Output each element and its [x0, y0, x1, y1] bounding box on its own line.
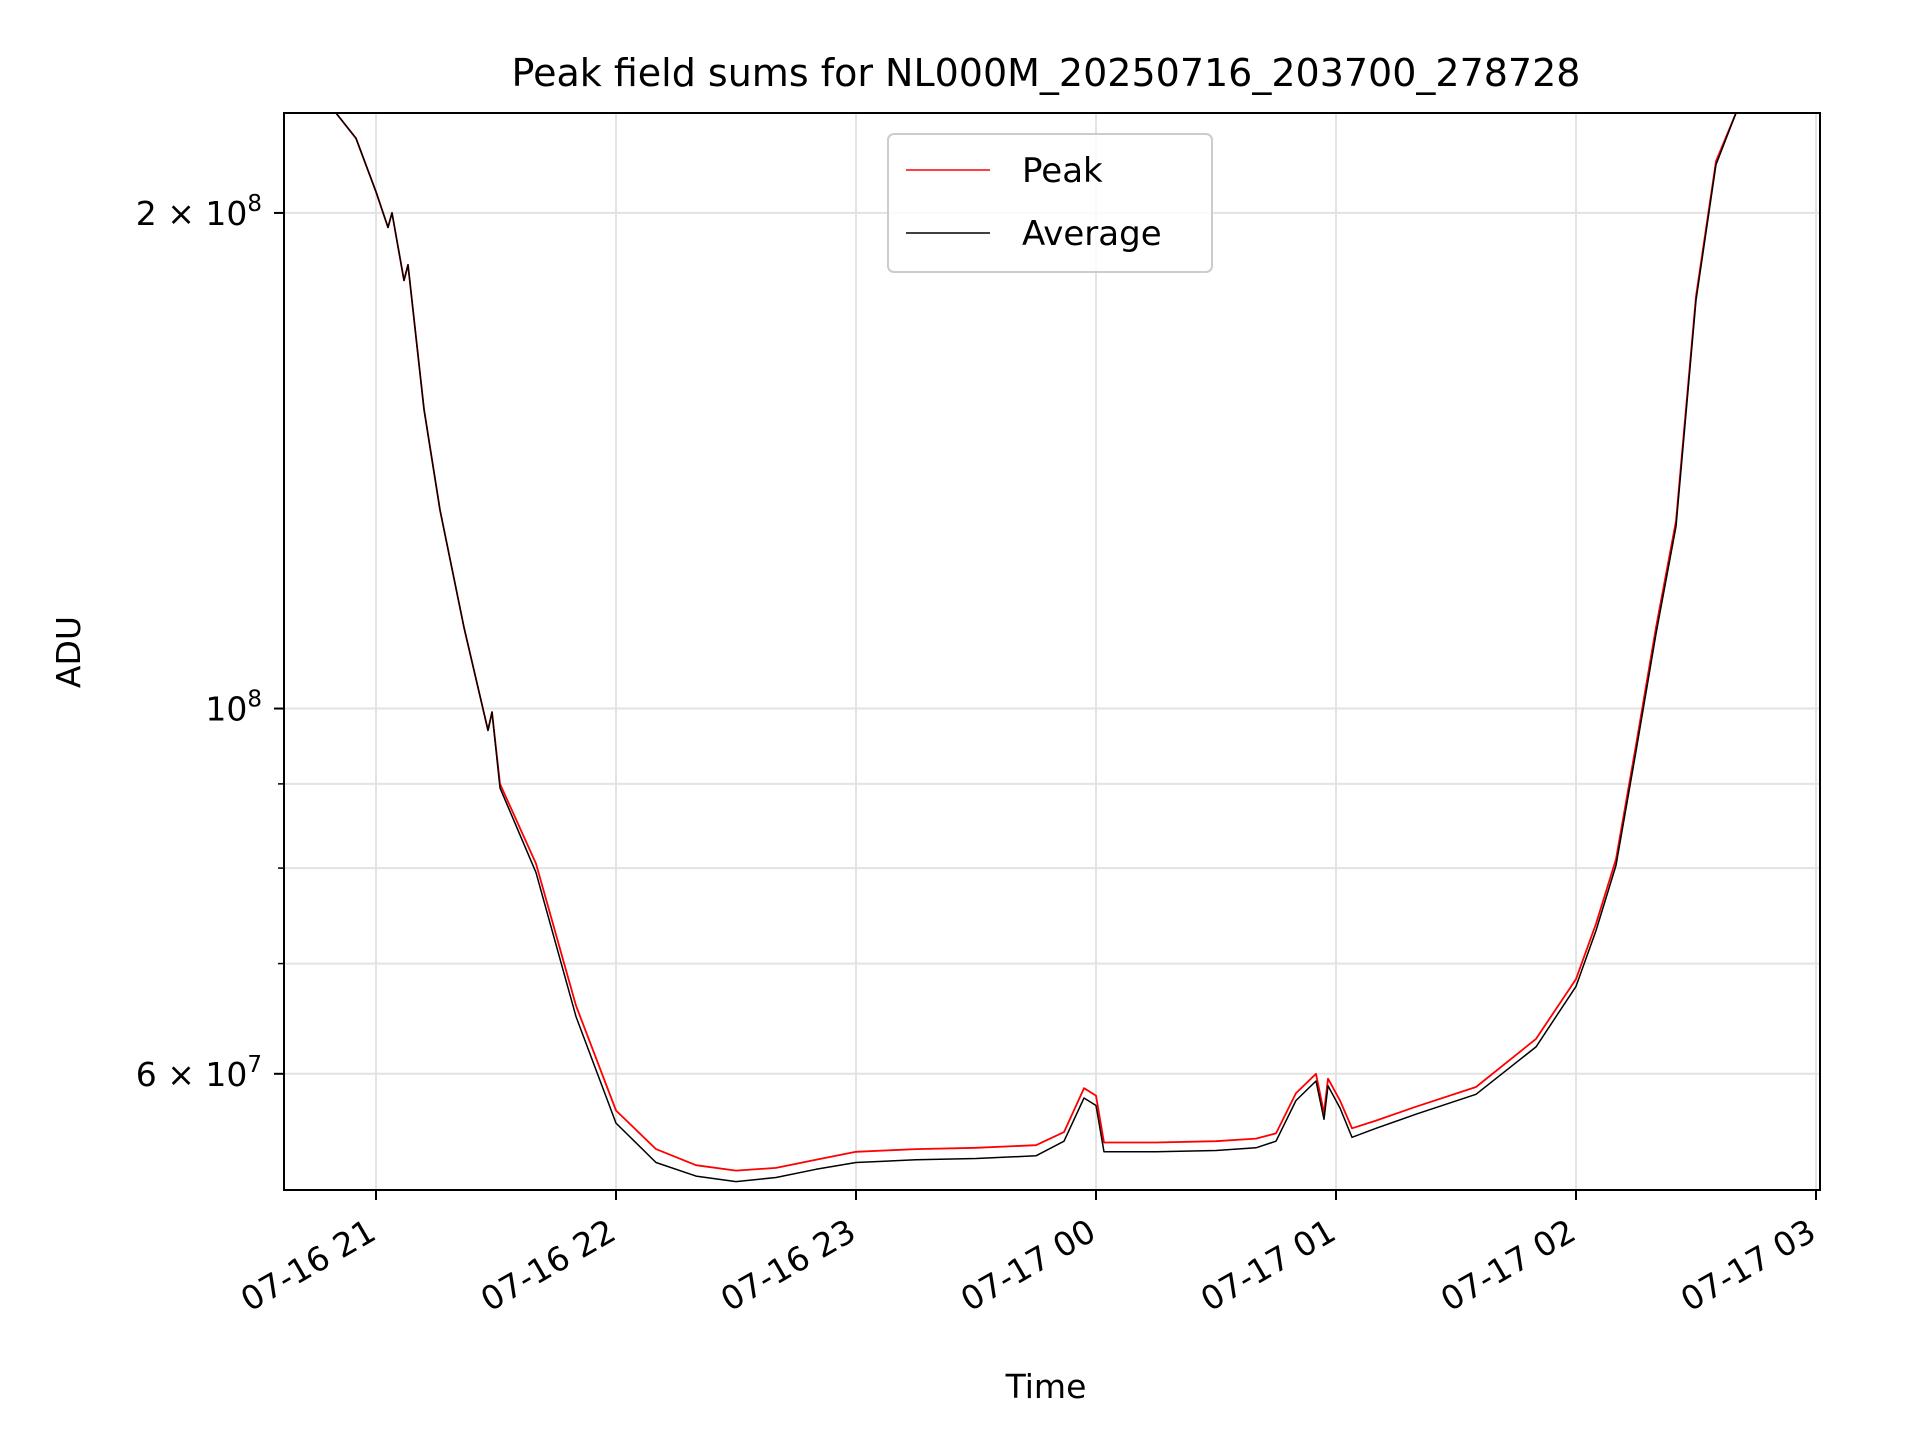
plot-area-frame	[283, 112, 1821, 1191]
x-axis-label: Time	[1005, 1367, 1087, 1406]
legend-box	[887, 133, 1213, 273]
grid-lines	[284, 113, 1820, 1190]
y-tick-label: 6 × 107	[136, 1052, 262, 1094]
legend-peak-label: Peak	[1022, 151, 1103, 191]
chart-title: Peak field sums for NL000M_20250716_2037…	[512, 51, 1581, 95]
legend: Peak Average	[887, 133, 1213, 273]
y-tick-label: 2 × 108	[136, 191, 262, 233]
y-axis-label: ADU	[49, 616, 88, 688]
y-tick-label: 108	[205, 687, 262, 729]
legend-average-label: Average	[1022, 214, 1162, 254]
series-lines	[284, 112, 1820, 1183]
series-line-average	[284, 112, 1820, 1183]
